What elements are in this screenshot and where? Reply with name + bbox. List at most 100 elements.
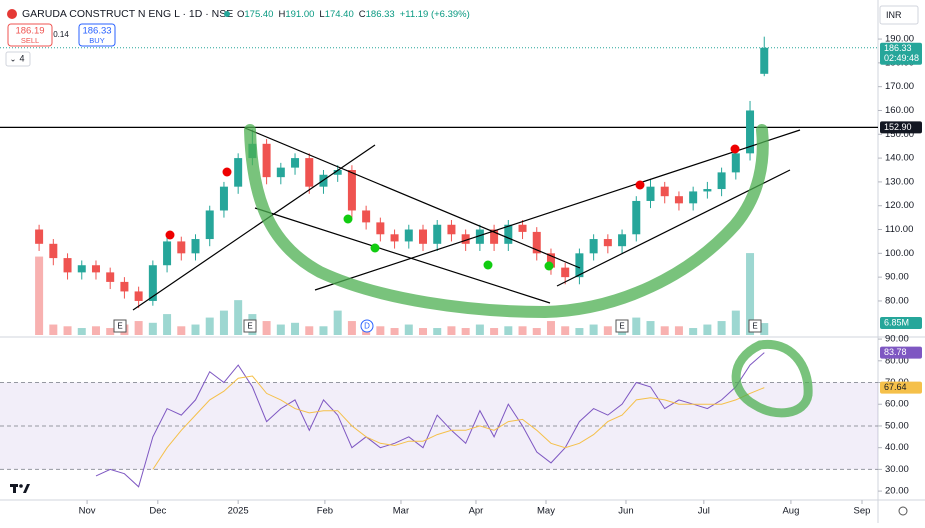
- volume-bar: [689, 328, 698, 335]
- candle-body: [77, 265, 86, 273]
- candle-body: [475, 229, 484, 244]
- candle-body: [35, 229, 44, 244]
- badge-label: 152.90: [884, 122, 912, 132]
- y-tick-label: 30.00: [885, 464, 909, 475]
- badge-label: 186.33: [884, 43, 912, 53]
- volume-bar: [504, 326, 513, 335]
- earnings-marker[interactable]: [748, 319, 762, 333]
- candle-body: [618, 234, 627, 247]
- candle-body: [674, 196, 683, 204]
- candle-body: [376, 222, 385, 235]
- sell-label[interactable]: SELL: [21, 36, 39, 45]
- event-label[interactable]: D: [364, 322, 370, 331]
- rsi-circle-drawing: [731, 339, 813, 418]
- volume-bar: [475, 324, 484, 335]
- volume-bar: [35, 256, 44, 335]
- trendline: [254, 207, 551, 304]
- buy-dot: [370, 243, 380, 253]
- price-badge: [880, 346, 922, 359]
- x-tick-label: Jun: [618, 506, 633, 517]
- ohlc-key: C: [359, 9, 366, 20]
- candle-body: [219, 186, 228, 211]
- earnings-marker[interactable]: [615, 319, 629, 333]
- buy-label[interactable]: BUY: [89, 36, 104, 45]
- sell-dot: [635, 180, 645, 190]
- volume-bar: [91, 326, 100, 335]
- x-tick-label: Dec: [149, 506, 166, 517]
- sell-price[interactable]: 186.19: [15, 26, 44, 37]
- y-tick-label: 80.00: [885, 355, 909, 366]
- candle-body: [518, 224, 527, 232]
- candle-body: [490, 229, 499, 244]
- tradingview-logo: [10, 484, 30, 493]
- candle-body: [347, 170, 356, 211]
- volume-bar: [419, 328, 428, 335]
- sell-button[interactable]: [7, 23, 53, 47]
- ohlc: O175.40 H191.00 L174.40 C186.33 +11.19 (+6.3…: [237, 9, 470, 20]
- y-tick-label: 90.00: [885, 334, 909, 345]
- candle-body: [632, 200, 641, 235]
- volume-bar: [561, 326, 570, 335]
- candle-body: [532, 231, 541, 254]
- y-tick-label: 140.00: [885, 153, 914, 164]
- volume-bar: [77, 328, 86, 335]
- cup-drawing: [244, 124, 769, 319]
- currency-select[interactable]: [879, 5, 919, 25]
- y-tick-label: 80.00: [885, 295, 909, 306]
- event-label[interactable]: E: [752, 322, 757, 331]
- volume-bar: [731, 310, 740, 335]
- candle-body: [191, 239, 200, 254]
- trendline: [244, 127, 581, 269]
- price-badge: [880, 381, 922, 394]
- currency[interactable]: INR: [886, 10, 902, 20]
- volume-bar: [532, 328, 541, 335]
- indicators-count[interactable]: 4: [19, 53, 24, 63]
- volume-bar: [276, 324, 285, 335]
- candle-body: [120, 281, 129, 292]
- indicators-toggle[interactable]: [5, 51, 31, 67]
- badge-label: 67.64: [884, 382, 907, 392]
- volume-bar: [575, 328, 584, 335]
- event-label[interactable]: E: [247, 322, 252, 331]
- candle-body: [646, 186, 655, 201]
- trendline: [132, 144, 376, 311]
- volume-bar: [134, 321, 143, 335]
- volume-bar: [347, 321, 356, 335]
- candle-body: [419, 229, 428, 244]
- buy-dot: [544, 261, 554, 271]
- y-tick-label: 130.00: [885, 176, 914, 187]
- collapse-icon: ⌄: [10, 55, 17, 64]
- candle-body: [433, 224, 442, 244]
- logo-part: [19, 484, 23, 488]
- logo-part: [23, 484, 30, 493]
- candle-body: [106, 272, 115, 282]
- buy-button[interactable]: [78, 23, 116, 47]
- signal-dots: [165, 144, 740, 271]
- volume-bar: [219, 310, 228, 335]
- event-label[interactable]: E: [619, 322, 624, 331]
- volume-bar: [461, 328, 470, 335]
- candle-body: [731, 153, 740, 173]
- price-badge: [880, 317, 922, 330]
- x-tick-label: Apr: [469, 506, 484, 517]
- event-label[interactable]: E: [117, 322, 122, 331]
- sell-dot: [165, 230, 175, 240]
- symbol-logo: [7, 9, 17, 19]
- ohlc-change: +11.19 (+6.39%): [400, 9, 470, 20]
- settings-icon[interactable]: [898, 506, 908, 516]
- x-tick-label: Aug: [782, 506, 799, 517]
- price-badge: [880, 121, 922, 134]
- dividend-marker[interactable]: [360, 319, 374, 333]
- candle-body: [276, 167, 285, 178]
- volume-bar: [404, 324, 413, 335]
- earnings-marker[interactable]: [113, 319, 127, 333]
- y-tick-label: 20.00: [885, 486, 909, 497]
- logo-part: [13, 484, 16, 493]
- candle-body: [760, 47, 769, 74]
- volume-bar: [376, 326, 385, 335]
- buy-price[interactable]: 186.33: [82, 26, 111, 37]
- candle-body: [205, 210, 214, 240]
- earnings-marker[interactable]: [243, 319, 257, 333]
- candle-body: [148, 265, 157, 301]
